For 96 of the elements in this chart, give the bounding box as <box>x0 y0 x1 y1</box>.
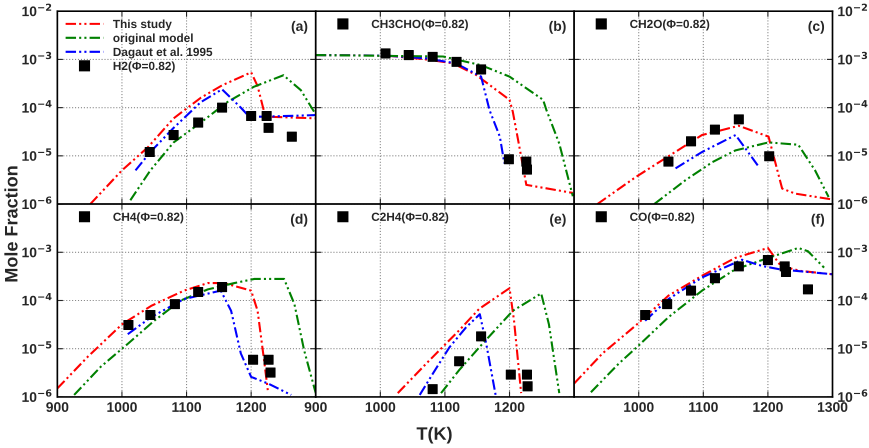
point <box>802 284 813 294</box>
y-axis-title: Mole Fraction <box>4 166 18 282</box>
point <box>780 266 792 278</box>
y-tick-label: 10$^{−2}$ <box>22 4 52 16</box>
y-tick-label: 10$^{−5}$ <box>838 148 868 161</box>
point <box>686 286 696 296</box>
y-tick-label: 10$^{−6}$ <box>838 196 868 210</box>
point <box>454 356 464 366</box>
y-tick-label: 10$^{−5}$ <box>22 148 52 161</box>
y-tick-label: 10$^{−4}$ <box>838 293 868 306</box>
point <box>428 52 438 62</box>
point <box>286 132 297 142</box>
annotation: (e) <box>550 214 566 227</box>
x-tick-label: 1200 <box>494 402 524 412</box>
point <box>762 255 773 266</box>
point <box>170 299 180 310</box>
x-tick-label: 900 <box>304 402 327 412</box>
legend-label: H2(Φ=0.82) <box>114 61 175 72</box>
x-tick-label: 1000 <box>366 402 396 412</box>
point <box>476 331 486 342</box>
y-tick-label: 10$^{−4}$ <box>838 100 868 113</box>
point <box>123 320 134 330</box>
point <box>193 118 204 128</box>
line-series <box>73 278 316 396</box>
legend-label: CO(Φ=0.82) <box>630 212 694 224</box>
point <box>522 164 532 175</box>
y-tick-label: 10$^{−3}$ <box>22 244 52 258</box>
x-tick-label: 1300 <box>818 402 848 412</box>
point <box>217 102 228 113</box>
point <box>428 384 438 394</box>
point <box>476 64 486 74</box>
y-tick-label: 10$^{−6}$ <box>838 389 868 402</box>
annotation: (c) <box>808 20 824 34</box>
point <box>248 354 258 365</box>
y-tick-label: 10$^{−2}$ <box>838 4 868 16</box>
point <box>522 370 532 380</box>
point <box>522 381 533 392</box>
y-tick-label: 10$^{−6}$ <box>22 389 52 402</box>
annotation: (a) <box>292 20 308 34</box>
x-tick-label: 1100 <box>689 402 718 412</box>
x-tick-label: 1100 <box>172 402 202 412</box>
legend-label: CH3CHO(Φ=0.82) <box>372 19 468 30</box>
point <box>506 370 516 380</box>
point <box>710 124 720 135</box>
annotation: (f) <box>812 214 824 227</box>
point <box>265 368 276 378</box>
point <box>640 310 650 320</box>
x-axis-title: T(K) <box>416 426 452 444</box>
point <box>734 261 744 272</box>
point <box>663 156 674 167</box>
line-series <box>134 88 316 172</box>
y-tick-label: 10$^{−3}$ <box>838 244 868 258</box>
line-series <box>674 134 760 170</box>
x-tick-label: 1000 <box>624 402 654 412</box>
point <box>217 282 228 292</box>
legend-label: CH2O(Φ=0.82) <box>630 19 710 30</box>
legend-label: C2H4(Φ=0.82) <box>372 212 448 224</box>
annotation: (b) <box>549 20 566 34</box>
y-tick-label: 10$^{−4}$ <box>22 100 52 113</box>
line-series <box>653 141 830 204</box>
point <box>734 114 744 124</box>
point <box>193 286 204 298</box>
y-tick-label: 10$^{−3}$ <box>838 52 868 64</box>
point <box>764 151 774 162</box>
point <box>504 154 514 164</box>
y-tick-label: 10$^{−5}$ <box>838 341 868 354</box>
y-tick-label: 10$^{−5}$ <box>22 341 52 354</box>
y-tick-label: 10$^{−6}$ <box>22 196 52 210</box>
point <box>246 110 256 122</box>
x-tick-label: 1200 <box>236 402 266 412</box>
legend-label: This study <box>112 19 172 30</box>
y-tick-label: 10$^{−4}$ <box>22 293 52 306</box>
point <box>144 146 155 158</box>
point <box>686 136 696 146</box>
line-series <box>89 71 316 204</box>
point <box>662 299 672 310</box>
y-tick-label: 10$^{−3}$ <box>22 52 52 64</box>
x-tick-label: 900 <box>46 402 68 412</box>
annotation: (d) <box>290 214 308 227</box>
x-tick-label: 1100 <box>430 402 460 412</box>
point <box>264 354 274 365</box>
point <box>380 48 391 58</box>
point <box>710 273 720 284</box>
line-series <box>129 74 316 202</box>
line-series <box>596 124 833 204</box>
x-tick-label: 1200 <box>753 402 783 412</box>
point <box>262 110 272 122</box>
x-tick-label: 1000 <box>107 402 137 412</box>
legend-label: CH4(Φ=0.82) <box>113 212 184 224</box>
point <box>404 50 414 60</box>
point <box>452 56 462 67</box>
point <box>168 130 179 140</box>
legend-label: Dagaut et al. 1995 <box>114 47 212 58</box>
legend-label: original model <box>113 33 193 44</box>
point <box>145 310 156 320</box>
point <box>264 122 274 133</box>
